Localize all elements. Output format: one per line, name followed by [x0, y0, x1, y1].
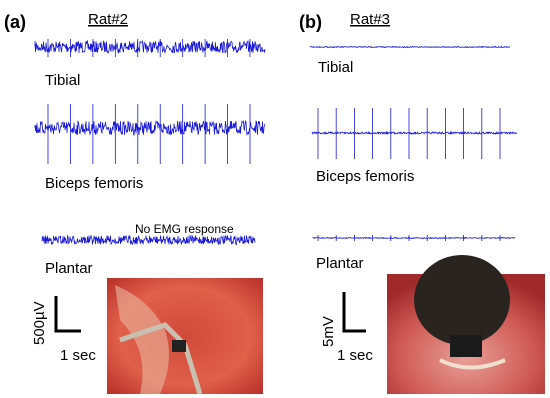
trace-label: Plantar: [45, 260, 93, 277]
panel-label: (a): [4, 12, 26, 32]
scale-bar: [54, 296, 81, 333]
emg-trace: [34, 39, 266, 57]
trace-label: Plantar: [316, 255, 364, 272]
emg-trace: [312, 235, 516, 241]
photo-electrode: [119, 322, 203, 395]
trace-label: Tibial: [318, 59, 353, 76]
photo-cuff: [450, 335, 482, 357]
scale-time: 1 sec: [337, 347, 373, 364]
photo-tissue: [115, 285, 169, 394]
trace-label: Tibial: [45, 72, 80, 89]
subject-label: Rat#2: [88, 11, 128, 28]
emg-trace: [34, 104, 266, 164]
emg-trace: [41, 234, 256, 246]
trace-label: Biceps femoris: [45, 175, 143, 192]
annotation: No EMG response: [135, 222, 234, 236]
subject-label: Rat#3: [350, 11, 390, 28]
emg-trace: [309, 45, 511, 49]
scale-bar: [342, 292, 366, 333]
emg-traces: [34, 39, 518, 246]
scale-voltage: 5mV: [320, 316, 337, 347]
scale-time: 1 sec: [60, 347, 96, 364]
emg-trace: [311, 108, 518, 159]
photo-cuff: [172, 340, 186, 352]
scale-voltage: 500µV: [31, 301, 48, 345]
trace-label: Biceps femoris: [316, 168, 414, 185]
photo-device: [414, 255, 510, 345]
panel-label: (b): [299, 12, 322, 32]
photo-nerve: [439, 358, 506, 370]
